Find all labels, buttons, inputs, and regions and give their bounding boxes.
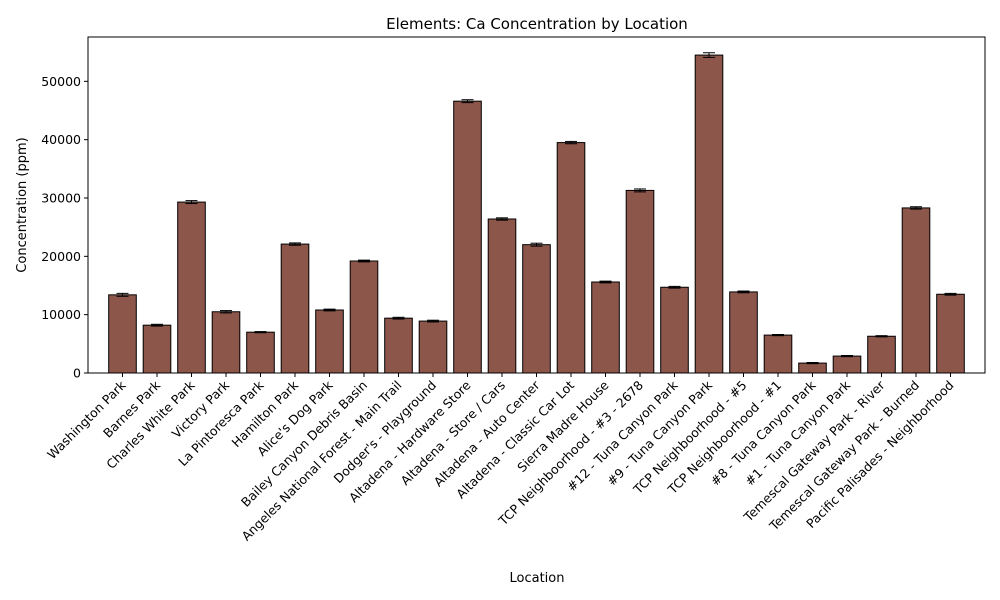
bar [280,243,310,374]
bar [625,189,655,374]
bar [936,293,965,374]
x-axis-label: Location [510,571,565,586]
chart-title: Elements: Ca Concentration by Location [386,15,688,33]
bar [487,218,517,374]
y-tick-label: 20000 [41,249,81,264]
bar [591,281,620,374]
bar [177,201,206,374]
bar [246,331,275,374]
bar [729,291,758,374]
y-tick-label: 30000 [41,191,81,206]
bar [763,334,793,374]
bar [798,362,827,374]
bar [832,355,862,374]
bar [418,320,448,374]
bar [556,142,586,374]
bar [108,294,137,374]
bar [694,54,724,374]
y-tick-label: 50000 [41,74,81,89]
bar [867,335,896,374]
y-tick-label: 40000 [41,132,81,147]
bar [522,244,551,374]
y-tick-label: 0 [73,366,81,381]
bar [384,317,413,374]
bar [453,100,482,374]
bar [142,324,172,374]
plot-frame [87,36,986,374]
y-axis-label: Concentration (ppm) [15,137,30,272]
bar [901,207,931,374]
bar [349,260,379,374]
bar [660,286,689,374]
y-tick-label: 10000 [41,307,81,322]
bar [315,309,344,374]
bar [211,311,241,374]
